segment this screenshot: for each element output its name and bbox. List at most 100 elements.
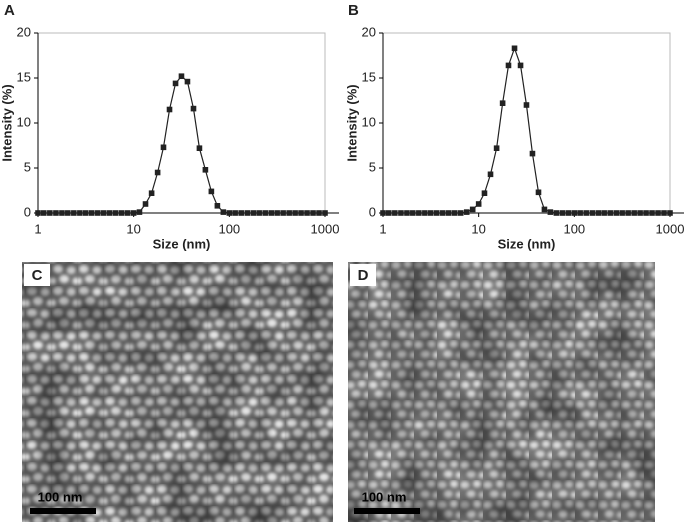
data-point [505,62,512,69]
data-point [655,210,661,216]
panel-label: A [4,2,15,19]
data-point [35,210,41,216]
data-point [95,210,101,216]
data-point [392,210,398,216]
data-point [172,80,179,87]
scale-bar [30,508,96,514]
data-point [202,167,209,173]
data-point [619,210,625,216]
data-point [310,210,316,216]
data-point [469,206,476,213]
data-point [268,210,275,216]
data-point [226,210,233,216]
data-point [274,210,280,216]
data-point [583,210,589,216]
data-point [380,210,386,216]
data-point [196,145,203,151]
data-point [463,209,470,215]
data-point [88,210,95,216]
data-point [286,210,292,216]
data-point [493,145,500,151]
data-point [47,210,53,216]
data-point [649,210,655,216]
data-line [38,75,325,214]
data-point [440,210,446,216]
data-point [83,210,89,216]
data-point [250,210,257,216]
data-point [262,210,268,216]
data-point [475,201,482,207]
data-point [53,210,59,216]
y-tick-label: 0 [369,204,376,219]
plot-frame [37,32,326,214]
data-point [637,210,643,216]
panel-label: D [358,267,369,284]
data-point [499,100,506,106]
data-point [457,210,464,216]
data-point [190,105,197,112]
data-point [631,210,637,216]
y-tick-label: 10 [17,114,31,129]
data-point [112,210,119,216]
data-point [154,169,161,176]
data-point [553,210,560,216]
data-point [244,210,251,216]
data-point [481,190,488,196]
data-point [238,210,244,216]
scale-bar-label: 100 nm [38,489,83,504]
x-tick-label: 100 [218,221,240,236]
data-point [136,209,143,215]
label-box [24,264,50,286]
scale-bar-label: 100 nm [362,489,407,504]
data-point [451,210,458,216]
data-point [422,210,428,216]
y-tick-label: 0 [24,204,31,219]
data-point [130,210,137,216]
data-point [541,206,548,213]
x-tick-label: 1 [379,221,386,236]
data-point [625,210,631,216]
data-point [601,210,607,216]
data-point [589,210,596,216]
label-box [350,264,376,286]
data-point [535,189,542,196]
data-point [106,210,113,216]
data-point [529,150,536,157]
data-point [280,210,286,216]
x-tick-label: 1 [34,221,41,236]
data-point [523,102,530,108]
data-point [416,210,422,216]
data-point [428,210,434,216]
data-point [232,210,238,216]
y-tick-label: 15 [17,69,31,84]
x-tick-label: 1000 [656,221,685,236]
data-point [292,210,298,216]
data-point [398,210,404,216]
data-point [118,210,125,216]
data-point [77,210,83,216]
data-point [386,210,392,216]
data-point [559,210,566,216]
data-point [220,209,227,215]
y-tick-label: 20 [17,24,31,39]
y-tick-label: 20 [362,24,376,39]
y-tick-label: 10 [362,114,376,129]
data-point [571,210,578,216]
data-point [71,210,77,216]
data-point [547,209,554,215]
data-point [643,210,649,216]
y-tick-label: 5 [24,159,31,174]
data-point [511,45,518,52]
y-axis-title: Intensity (%) [344,84,359,161]
data-point [178,73,185,79]
panel-label: B [348,2,359,19]
x-tick-label: 100 [563,221,585,236]
data-point [316,210,322,216]
data-point [41,210,47,216]
data-point [214,203,221,209]
data-point [124,210,131,216]
x-tick-label: 10 [126,221,140,236]
data-point [667,210,673,216]
scale-bar [354,508,420,514]
x-axis-title: Size (nm) [153,236,211,251]
